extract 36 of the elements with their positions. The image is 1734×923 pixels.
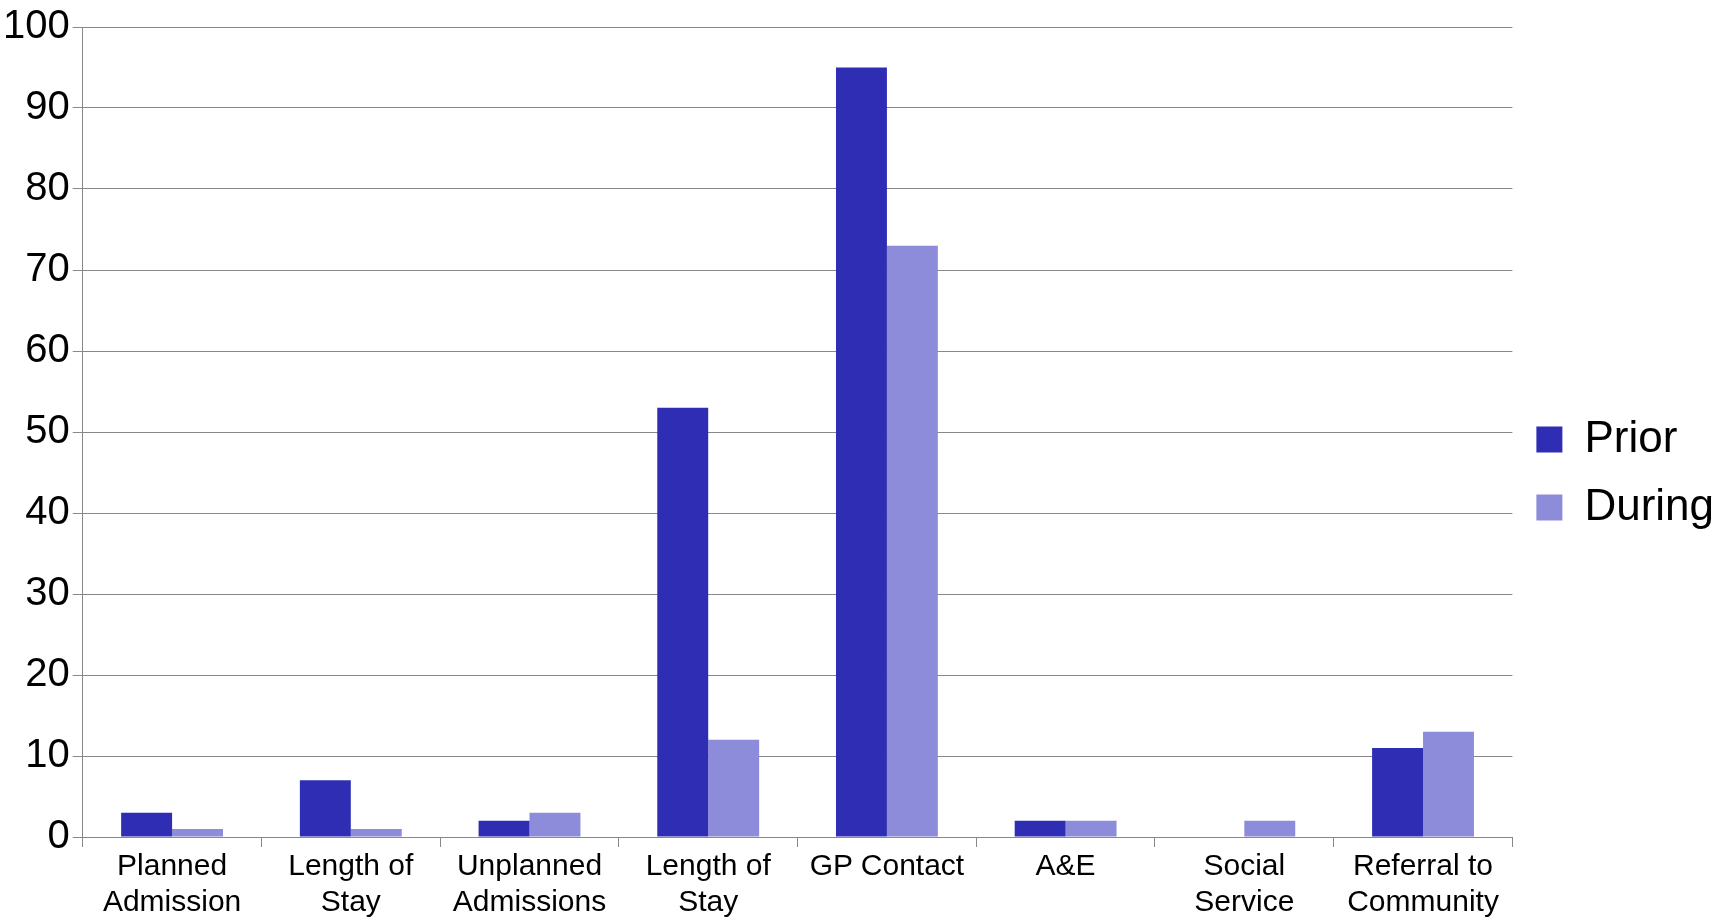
x-tick-label: A&E bbox=[1035, 848, 1096, 882]
bar bbox=[1423, 731, 1474, 837]
y-tick-label: 60 bbox=[25, 326, 70, 371]
x-tick-label: GP Contact bbox=[809, 848, 965, 882]
bar bbox=[529, 812, 581, 837]
y-tick-label: 30 bbox=[25, 569, 70, 614]
bar bbox=[350, 828, 402, 837]
y-tick-label: 20 bbox=[25, 650, 70, 695]
x-tick-label: Social Service bbox=[1194, 848, 1295, 918]
bar bbox=[657, 407, 709, 837]
y-tick-label: 70 bbox=[25, 245, 70, 290]
bar bbox=[172, 828, 224, 837]
x-tick-label: Unplanned Admissions bbox=[452, 848, 607, 918]
bar bbox=[835, 67, 887, 837]
bar bbox=[886, 245, 938, 837]
y-tick-label: 100 bbox=[2, 2, 70, 47]
y-tick-label: 90 bbox=[25, 83, 70, 128]
x-tick-label: Referral to Community bbox=[1347, 848, 1499, 918]
legend-label: During bbox=[1584, 479, 1715, 529]
bar bbox=[478, 820, 530, 837]
bar bbox=[121, 812, 173, 837]
y-tick-label: 0 bbox=[47, 812, 70, 857]
bar bbox=[1372, 747, 1424, 837]
bar bbox=[299, 780, 351, 837]
y-tick-label: 50 bbox=[25, 407, 70, 452]
bar bbox=[1065, 820, 1117, 837]
x-tick-label: Length of Stay bbox=[645, 848, 772, 918]
legend-label: Prior bbox=[1584, 411, 1678, 461]
bar bbox=[1244, 820, 1296, 837]
y-tick-label: 80 bbox=[25, 164, 70, 209]
bar bbox=[708, 739, 760, 837]
x-tick-label: Planned Admission bbox=[102, 848, 242, 918]
y-tick-label: 40 bbox=[25, 488, 70, 533]
x-tick-label: Length of Stay bbox=[288, 848, 415, 918]
bar bbox=[1014, 820, 1066, 837]
y-tick-label: 10 bbox=[25, 731, 70, 776]
